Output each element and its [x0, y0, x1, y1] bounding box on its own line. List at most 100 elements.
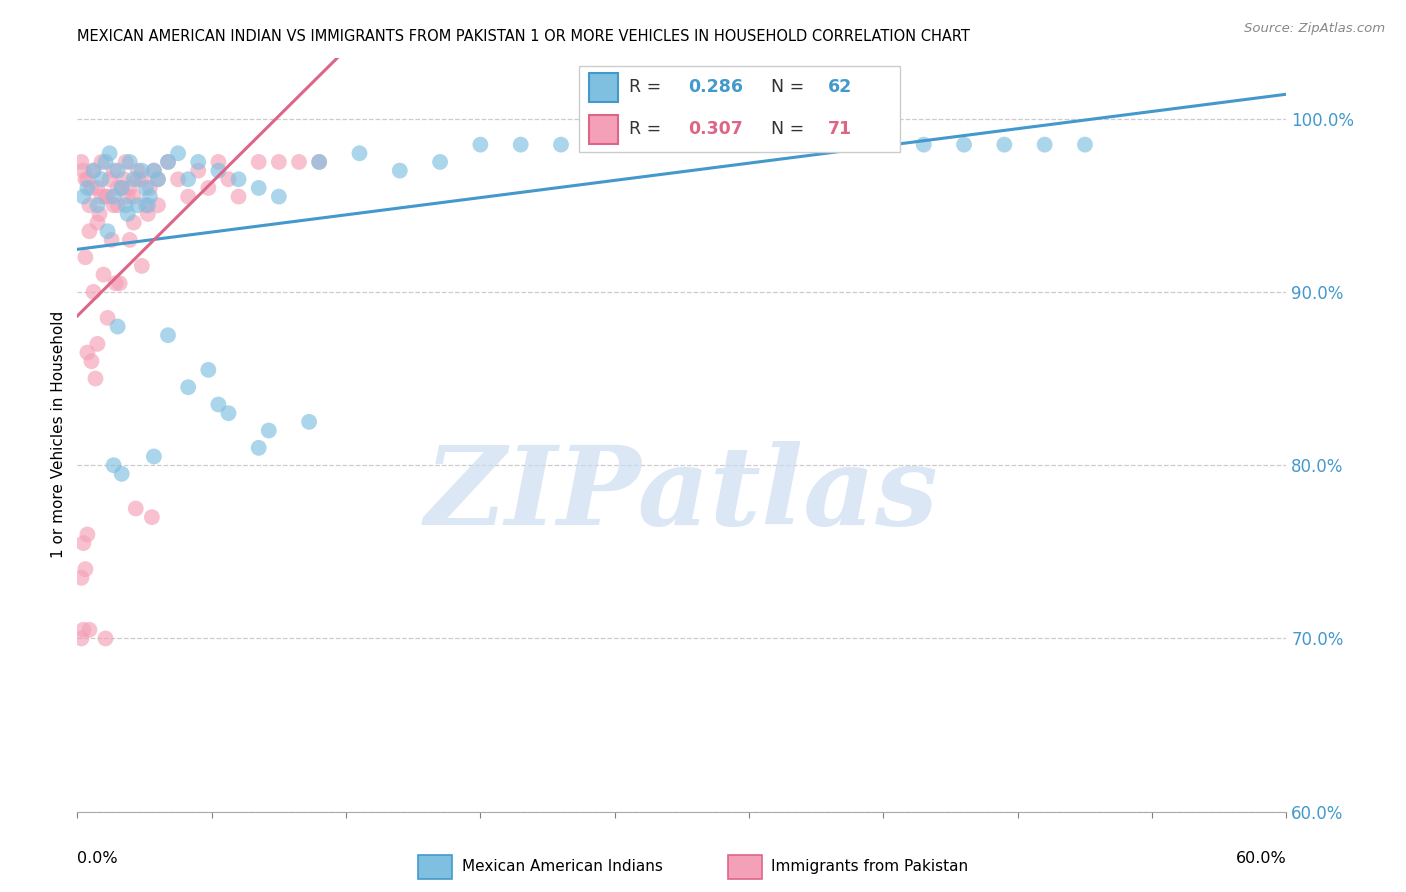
Point [872, 137, 894, 152]
Point [122, 172, 145, 186]
FancyBboxPatch shape [419, 855, 453, 880]
Text: Mexican American Indians: Mexican American Indians [461, 859, 662, 873]
Point [76, 181, 98, 195]
Point [82, 163, 104, 178]
Point [139, 181, 162, 195]
Point [146, 172, 169, 186]
Point [187, 155, 209, 169]
Point [131, 172, 153, 186]
Point [157, 328, 180, 343]
Point [131, 259, 153, 273]
Point [177, 380, 200, 394]
Point [89, 207, 111, 221]
Point [207, 163, 229, 178]
Point [550, 137, 572, 152]
Point [108, 277, 131, 291]
Point [1033, 137, 1056, 152]
Point [107, 163, 129, 178]
Point [671, 137, 693, 152]
Point [76, 527, 98, 541]
Point [79, 623, 101, 637]
Point [711, 137, 734, 152]
Text: ZIPatlas: ZIPatlas [425, 442, 939, 549]
Point [912, 137, 935, 152]
Point [207, 155, 229, 169]
Point [117, 189, 139, 203]
Point [117, 207, 139, 221]
Point [82, 285, 104, 299]
Point [146, 172, 169, 186]
Point [177, 172, 200, 186]
Y-axis label: 1 or more Vehicles in Household: 1 or more Vehicles in Household [51, 311, 66, 558]
Point [127, 198, 149, 212]
Point [94, 189, 117, 203]
Point [104, 277, 127, 291]
Point [247, 441, 270, 455]
Point [388, 163, 411, 178]
Point [107, 198, 129, 212]
Point [267, 189, 290, 203]
Point [118, 155, 141, 169]
Point [122, 189, 145, 203]
Point [112, 172, 135, 186]
Point [98, 146, 121, 161]
Point [630, 137, 652, 152]
Point [114, 155, 136, 169]
Point [509, 137, 531, 152]
Point [792, 137, 814, 152]
Point [72, 189, 94, 203]
Text: 60.0%: 60.0% [1236, 851, 1286, 865]
Point [94, 155, 117, 169]
Point [90, 189, 112, 203]
Point [107, 181, 129, 195]
Point [127, 163, 149, 178]
Point [82, 163, 104, 178]
Point [993, 137, 1015, 152]
Point [142, 163, 165, 178]
Point [167, 146, 190, 161]
Point [72, 536, 94, 550]
Point [131, 163, 153, 178]
Point [136, 207, 159, 221]
Point [118, 181, 141, 195]
Point [70, 632, 93, 646]
Point [832, 137, 855, 152]
Point [218, 172, 240, 186]
Point [142, 450, 165, 464]
Point [146, 198, 169, 212]
Point [591, 137, 613, 152]
Point [84, 371, 107, 385]
Point [75, 562, 97, 576]
Point [429, 155, 451, 169]
Point [187, 163, 209, 178]
Point [103, 189, 125, 203]
Point [72, 623, 94, 637]
Point [96, 189, 118, 203]
Point [90, 155, 112, 169]
Point [111, 467, 134, 481]
Point [141, 510, 163, 524]
Point [247, 181, 270, 195]
Point [100, 233, 122, 247]
Point [288, 155, 311, 169]
Point [139, 189, 162, 203]
Point [76, 345, 98, 359]
Point [298, 415, 321, 429]
Point [136, 198, 159, 212]
Point [142, 163, 165, 178]
Point [197, 363, 219, 377]
Point [90, 172, 112, 186]
Point [118, 233, 141, 247]
Point [207, 398, 229, 412]
Point [953, 137, 976, 152]
Point [127, 172, 149, 186]
Point [218, 406, 240, 420]
Point [70, 155, 93, 169]
Point [111, 181, 134, 195]
Point [247, 155, 270, 169]
Point [75, 172, 97, 186]
Point [86, 181, 108, 195]
Point [751, 137, 773, 152]
Point [111, 181, 134, 195]
Point [98, 172, 121, 186]
